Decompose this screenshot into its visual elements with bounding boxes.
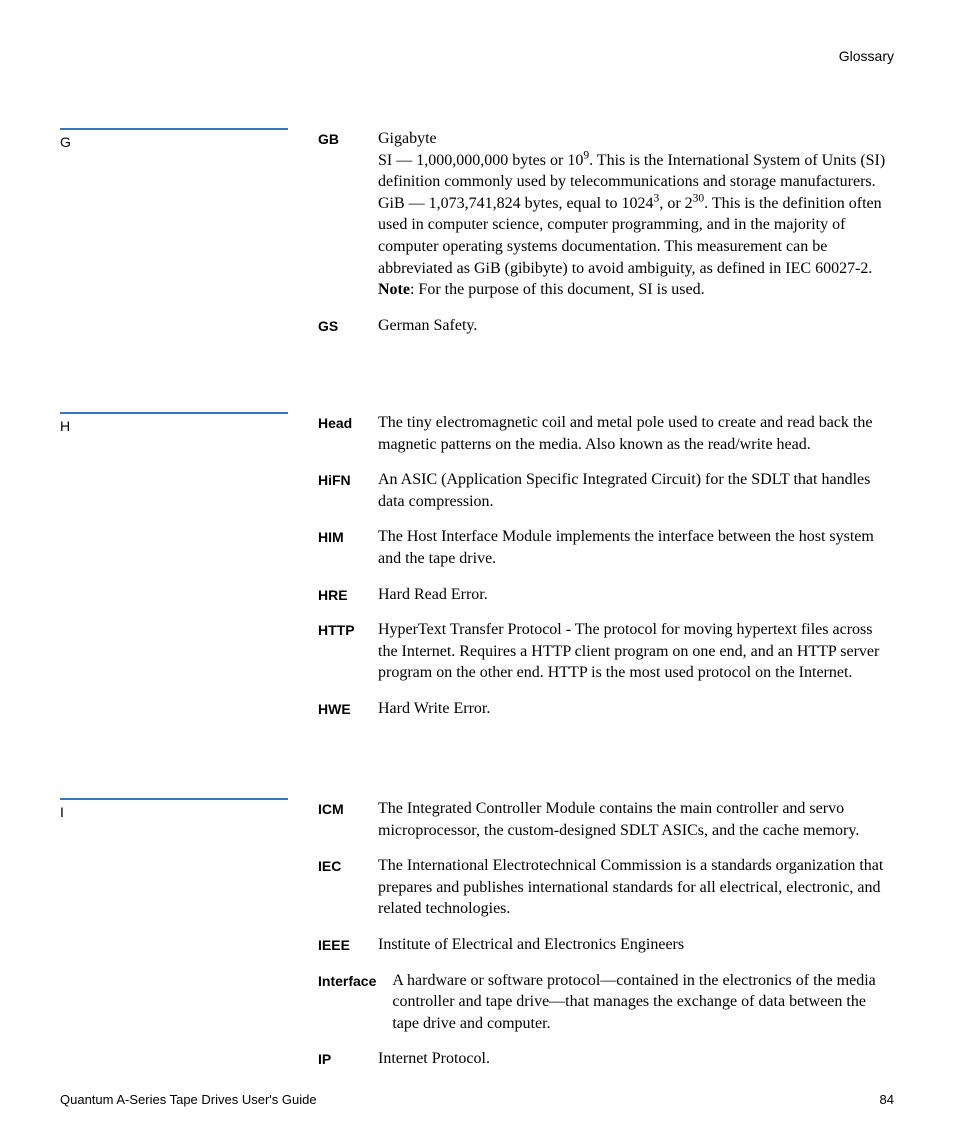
definition: Hard Write Error. [378, 698, 888, 720]
entry-hre: HRE Hard Read Error. [318, 584, 894, 606]
header-label: Glossary [839, 48, 894, 64]
footer: Quantum A-Series Tape Drives User's Guid… [60, 1092, 894, 1107]
term: IP [318, 1048, 374, 1069]
term: IEEE [318, 934, 374, 955]
entry-hifn: HiFN An ASIC (Application Specific Integ… [318, 469, 894, 512]
term: IEC [318, 855, 374, 876]
section-index-g: G [60, 128, 288, 150]
definition: Internet Protocol. [378, 1048, 888, 1070]
section-entries-g: GB Gigabyte SI — 1,000,000,000 bytes or … [318, 128, 894, 350]
def-gib-pre: GiB — 1,073,741,824 bytes, equal to 1024 [378, 195, 654, 212]
def-si-pre: SI — 1,000,000,000 bytes or 10 [378, 152, 583, 169]
definition: A hardware or software protocol—containe… [392, 970, 886, 1035]
term: HTTP [318, 619, 374, 640]
entry-http: HTTP HyperText Transfer Protocol - The p… [318, 619, 894, 684]
entry-gb: GB Gigabyte SI — 1,000,000,000 bytes or … [318, 128, 894, 301]
entry-ip: IP Internet Protocol. [318, 1048, 894, 1070]
term: GB [318, 128, 374, 149]
term: GS [318, 315, 374, 336]
def-line: Gigabyte [378, 130, 437, 147]
term: Head [318, 412, 374, 433]
section-letter: I [60, 804, 288, 820]
section-index-h: H [60, 412, 288, 434]
definition: Institute of Electrical and Electronics … [378, 934, 888, 956]
page: Glossary G GB Gigabyte SI — 1,000,000,00… [0, 0, 954, 1145]
entry-head: Head The tiny electromagnetic coil and m… [318, 412, 894, 455]
definition: The Host Interface Module implements the… [378, 526, 888, 569]
entry-hwe: HWE Hard Write Error. [318, 698, 894, 720]
entry-interface: Interface A hardware or software protoco… [318, 970, 894, 1035]
term: HiFN [318, 469, 374, 490]
definition: HyperText Transfer Protocol - The protoc… [378, 619, 888, 684]
section-entries-i: ICM The Integrated Controller Module con… [318, 798, 894, 1084]
section-rule [60, 128, 288, 130]
definition: Hard Read Error. [378, 584, 888, 606]
definition: The tiny electromagnetic coil and metal … [378, 412, 888, 455]
page-number: 84 [880, 1092, 894, 1107]
section-entries-h: Head The tiny electromagnetic coil and m… [318, 412, 894, 734]
section-letter: G [60, 134, 288, 150]
note-text: : For the purpose of this document, SI i… [410, 281, 705, 298]
entry-him: HIM The Host Interface Module implements… [318, 526, 894, 569]
def-gib-mid: , or 2 [659, 195, 692, 212]
entry-ieee: IEEE Institute of Electrical and Electro… [318, 934, 894, 956]
section-rule [60, 412, 288, 414]
sup: 30 [693, 192, 705, 204]
section-index-i: I [60, 798, 288, 820]
term: ICM [318, 798, 374, 819]
definition: An ASIC (Application Specific Integrated… [378, 469, 888, 512]
definition: Gigabyte SI — 1,000,000,000 bytes or 109… [378, 128, 888, 301]
definition: The International Electrotechnical Commi… [378, 855, 888, 920]
term: HWE [318, 698, 374, 719]
footer-title: Quantum A-Series Tape Drives User's Guid… [60, 1092, 317, 1107]
section-rule [60, 798, 288, 800]
note-label: Note [378, 281, 410, 298]
term: HIM [318, 526, 374, 547]
entry-iec: IEC The International Electrotechnical C… [318, 855, 894, 920]
entry-gs: GS German Safety. [318, 315, 894, 337]
entry-icm: ICM The Integrated Controller Module con… [318, 798, 894, 841]
definition: The Integrated Controller Module contain… [378, 798, 888, 841]
section-letter: H [60, 418, 288, 434]
term: Interface [318, 970, 376, 991]
term: HRE [318, 584, 374, 605]
definition: German Safety. [378, 315, 888, 337]
